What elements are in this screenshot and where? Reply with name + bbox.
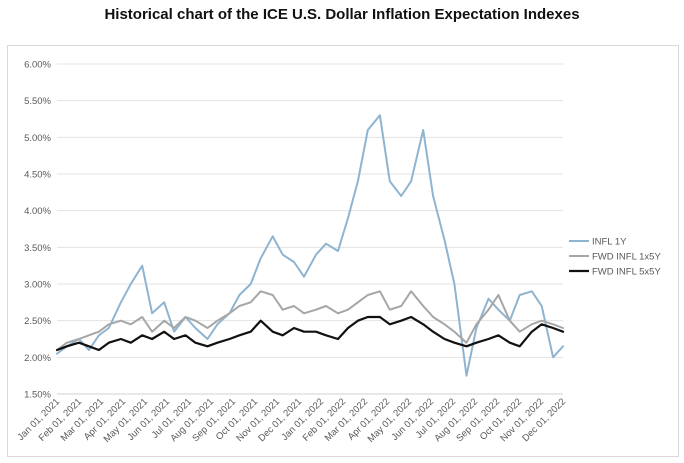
- series-line-1: [56, 114, 564, 377]
- series-line-2: [56, 290, 564, 351]
- y-tick-label: 6.00%: [24, 60, 51, 71]
- y-tick-label: 5.50%: [24, 96, 51, 107]
- y-tick-label: 3.50%: [24, 243, 51, 254]
- y-tick-label: 2.00%: [24, 353, 51, 364]
- chart-frame: [7, 45, 679, 457]
- y-tick-label: 1.50%: [24, 390, 51, 401]
- legend-label: FWD INFL 5x5Y: [592, 267, 661, 278]
- series-line-3: [55, 315, 565, 352]
- y-tick-label: 3.00%: [24, 280, 51, 291]
- y-tick-label: 4.50%: [24, 170, 51, 181]
- y-tick-label: 4.00%: [24, 206, 51, 217]
- chart-title: Historical chart of the ICE U.S. Dollar …: [104, 6, 580, 23]
- legend-label: INFL 1Y: [592, 237, 627, 248]
- y-tick-label: 5.00%: [24, 133, 51, 144]
- legend-label: FWD INFL 1x5Y: [592, 252, 661, 263]
- y-tick-label: 2.50%: [24, 316, 51, 327]
